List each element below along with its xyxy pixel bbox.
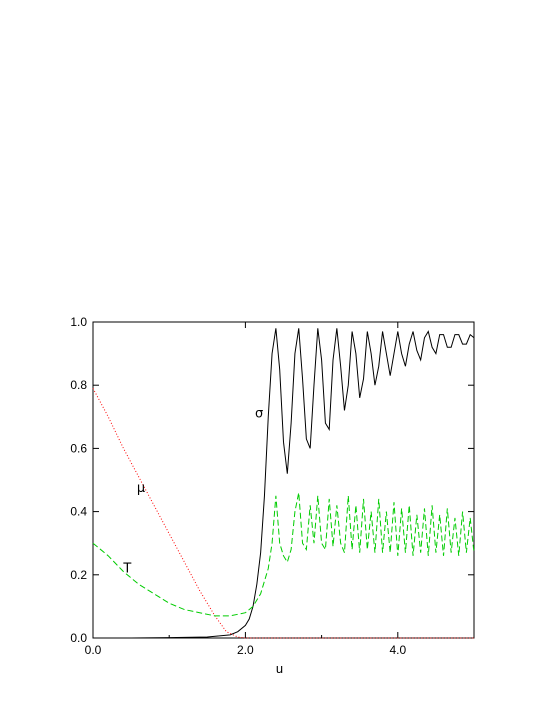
x-tick-label-0: 0.0	[85, 643, 102, 657]
y-tick-label-4: 0.8	[70, 378, 87, 392]
annotations: σ μ T	[122, 407, 263, 577]
annotation-2: T	[122, 561, 131, 576]
y-tick-label-0: 0.0	[70, 631, 87, 645]
series-layer	[92, 328, 475, 639]
x-tick-label-2: 4.0	[389, 643, 406, 657]
x-axis-label: u	[276, 661, 283, 676]
y-tick-label-3: 0.6	[70, 441, 87, 455]
series-line-mu	[92, 388, 474, 639]
x-tick-label-1: 2.0	[237, 643, 254, 657]
annotation-0: σ	[255, 407, 263, 422]
series-line-T	[92, 492, 475, 617]
axis-ticks: 0.0 2.0 4.0 0.0 0.2 0.4 0.6 0.8 1.0	[70, 315, 474, 657]
plot-frame	[92, 321, 475, 639]
series-line-sigma	[93, 328, 475, 639]
y-tick-label-1: 0.2	[70, 568, 87, 582]
y-tick-label-2: 0.4	[70, 505, 87, 519]
annotation-1: μ	[137, 481, 145, 496]
y-tick-label-5: 1.0	[70, 315, 87, 329]
